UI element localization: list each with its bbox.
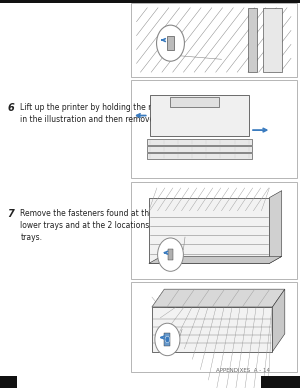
Bar [168, 249, 173, 260]
Bar [164, 333, 170, 346]
Text: 7: 7 [8, 209, 14, 219]
Bar [0, 0, 300, 3]
Polygon shape [152, 289, 285, 307]
Bar [150, 95, 249, 136]
Bar [263, 8, 282, 72]
Text: Remove the fasteners found at the 2 locations inside the
lower trays and at the : Remove the fasteners found at the 2 loca… [20, 209, 244, 242]
Bar [167, 36, 174, 50]
Polygon shape [269, 191, 282, 263]
Bar [147, 139, 252, 145]
Circle shape [155, 323, 180, 356]
Circle shape [158, 238, 183, 271]
Bar [170, 97, 219, 107]
Bar [0, 376, 16, 388]
Bar [130, 182, 297, 279]
Bar [152, 307, 272, 352]
Circle shape [165, 336, 170, 343]
Polygon shape [272, 289, 285, 352]
Text: 6: 6 [8, 103, 14, 113]
Bar [248, 8, 257, 72]
Circle shape [157, 25, 184, 61]
Bar [130, 282, 297, 372]
Text: APPENDIXES  A - 14: APPENDIXES A - 14 [216, 368, 270, 373]
Bar [130, 3, 297, 77]
Bar [261, 376, 300, 388]
Bar [147, 146, 252, 152]
Text: Lift up the printer by holding the recessed areas as shown
in the illustration a: Lift up the printer by holding the reces… [20, 103, 245, 124]
Bar [149, 197, 269, 263]
Bar [147, 153, 252, 159]
Polygon shape [149, 256, 282, 263]
Bar [130, 80, 297, 178]
